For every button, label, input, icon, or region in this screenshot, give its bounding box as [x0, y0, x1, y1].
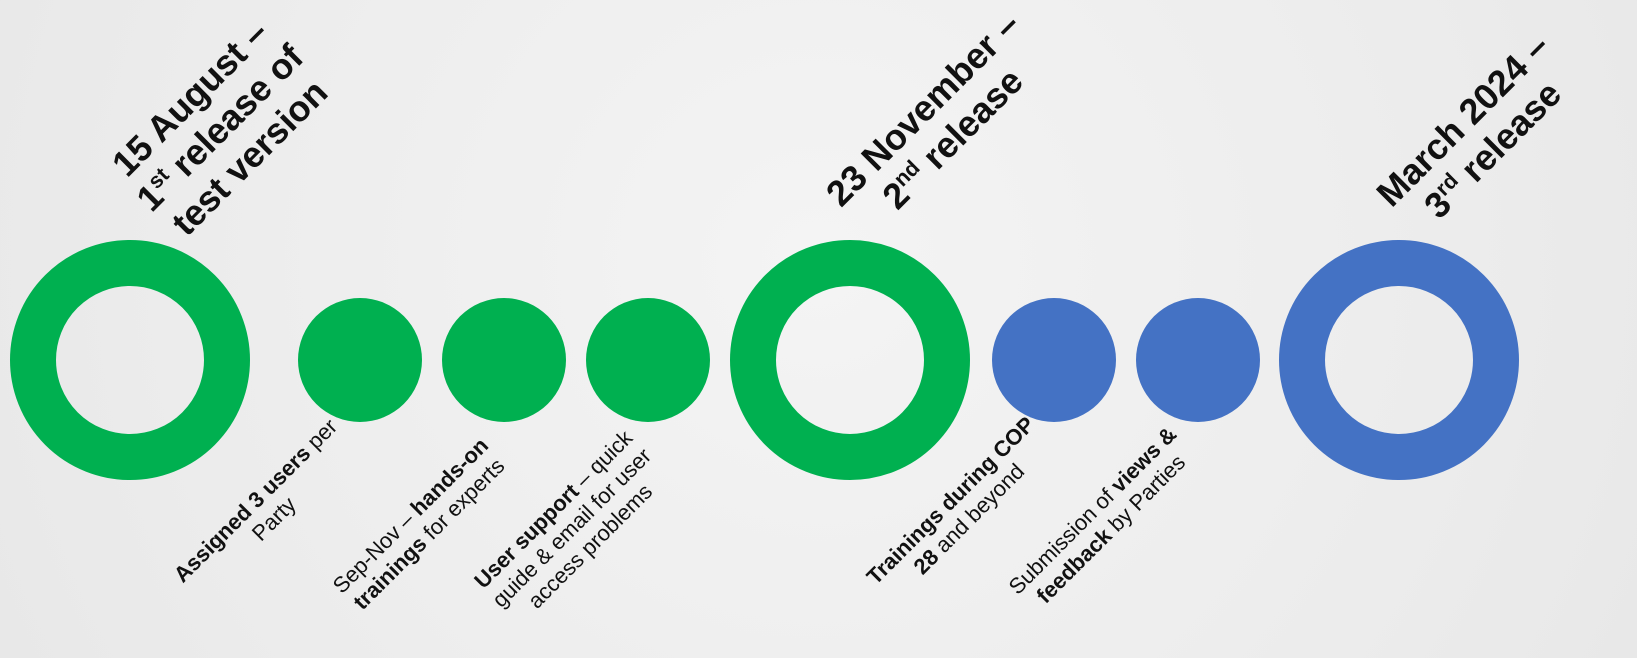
milestone-1-label: 15 August – 1st release of test version — [99, 7, 342, 250]
milestone-3-ring — [1279, 240, 1519, 480]
milestone-2-ring — [730, 240, 970, 480]
step-3-label: User support – quick guide & email for u… — [469, 425, 675, 631]
milestone-1-ring — [10, 240, 250, 480]
step-3-line2: guide & email for user — [487, 443, 657, 613]
step-2-dot — [442, 298, 566, 422]
milestone-3-label: March 2024 – 3rd release — [1368, 25, 1587, 244]
milestone-2-label: 23 November – 2nd release — [818, 4, 1059, 245]
step-5-dot — [1136, 298, 1260, 422]
step-1-dot — [298, 298, 422, 422]
step-4-dot — [992, 298, 1116, 422]
step-3-dot — [586, 298, 710, 422]
